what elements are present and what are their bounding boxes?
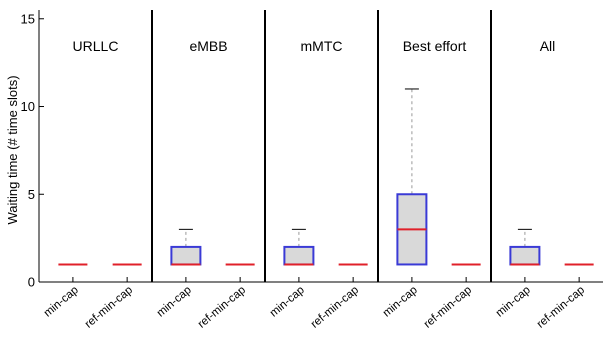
x-tick-label: ref-min-cap — [309, 284, 361, 331]
x-tick-label: ref-min-cap — [535, 284, 587, 331]
x-tick-label: ref-min-cap — [422, 284, 474, 331]
x-tick-label: min-cap — [381, 284, 420, 319]
x-tick-label: ref-min-cap — [196, 284, 248, 331]
box — [509, 245, 541, 266]
y-tick-label: 0 — [28, 275, 35, 290]
box — [170, 245, 202, 266]
panel-title: mMTC — [301, 38, 343, 54]
box — [283, 245, 315, 266]
x-tick-label: min-cap — [155, 284, 194, 319]
y-tick-label: 5 — [28, 187, 35, 202]
x-tick-label: min-cap — [42, 284, 81, 319]
y-axis-label: Waiting time (# time slots) — [5, 75, 20, 224]
panel-title: Best effort — [403, 38, 467, 54]
y-tick-label: 10 — [21, 99, 35, 114]
panel-title: eMBB — [189, 38, 227, 54]
panel-title: All — [540, 38, 556, 54]
x-tick-label: min-cap — [268, 284, 307, 319]
panel-title: URLLC — [73, 38, 119, 54]
x-tick-label: ref-min-cap — [83, 284, 135, 331]
x-tick-label: min-cap — [494, 284, 533, 319]
y-tick-label: 15 — [21, 11, 35, 26]
